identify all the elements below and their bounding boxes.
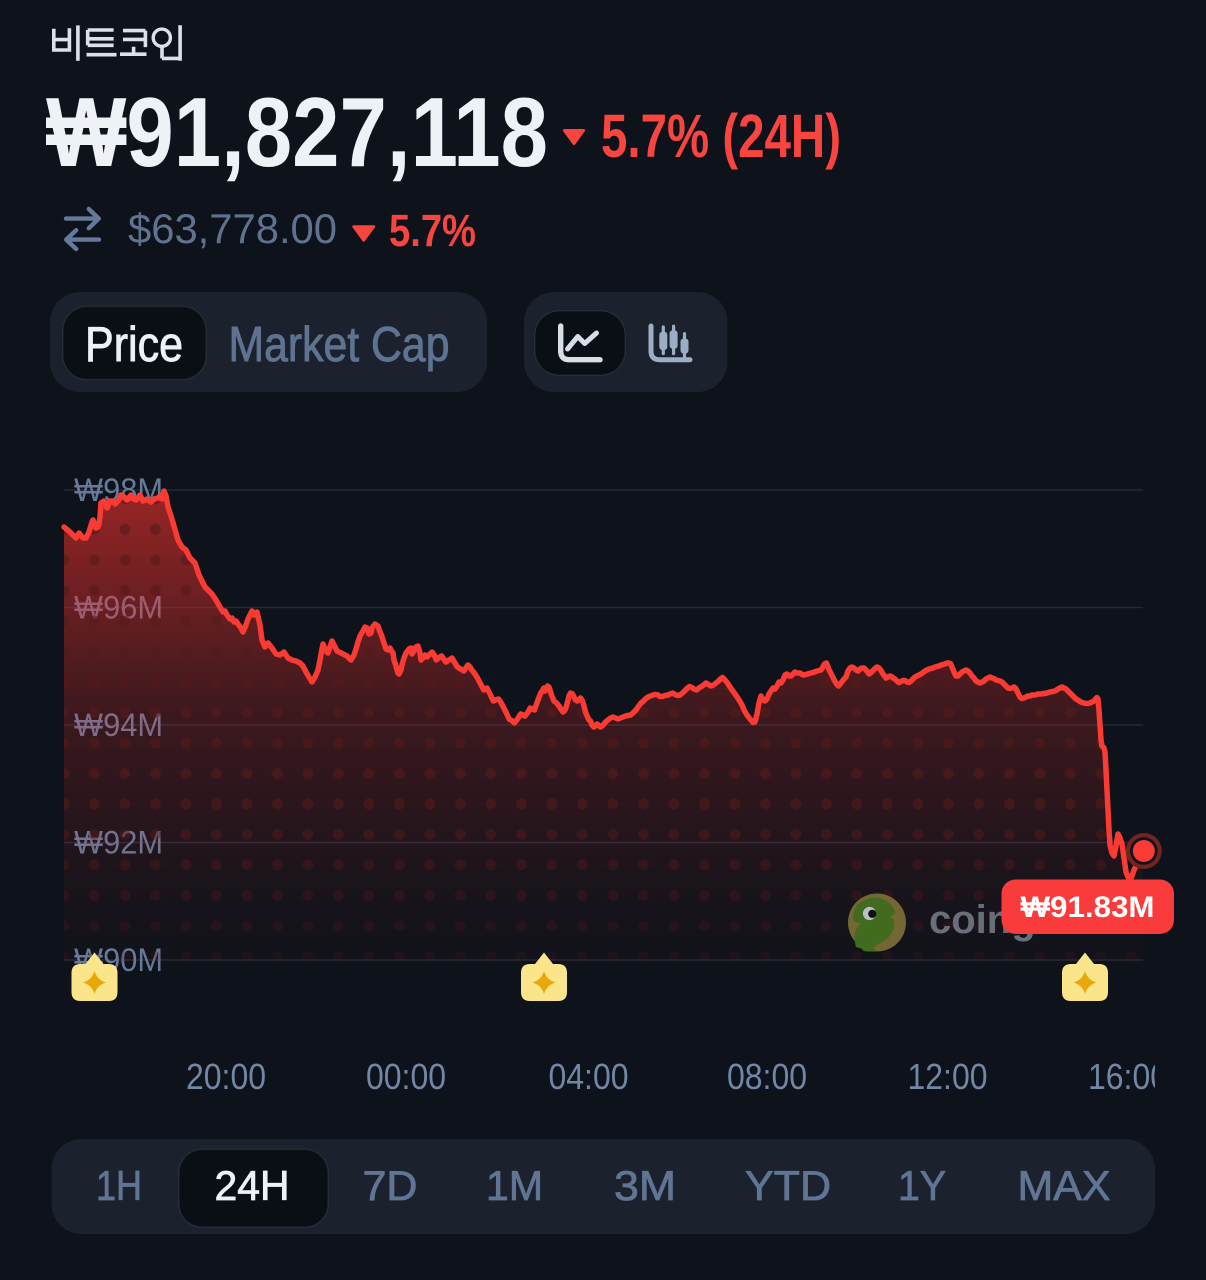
svg-text:08:00: 08:00 <box>727 1056 807 1097</box>
svg-text:1M: 1M <box>486 1162 543 1209</box>
svg-text:₩91,827,118: ₩91,827,118 <box>46 77 548 187</box>
svg-text:5.7%: 5.7% <box>389 205 476 256</box>
svg-text:16:00: 16:00 <box>1088 1056 1168 1097</box>
svg-text:YTD: YTD <box>745 1162 831 1209</box>
svg-text:7D: 7D <box>363 1162 418 1209</box>
svg-text:00:00: 00:00 <box>366 1056 446 1097</box>
svg-text:Price: Price <box>85 318 183 372</box>
svg-text:04:00: 04:00 <box>549 1056 629 1097</box>
svg-text:5.7% (24H): 5.7% (24H) <box>601 102 841 170</box>
svg-text:MAX: MAX <box>1018 1162 1111 1209</box>
svg-text:₩91.83M: ₩91.83M <box>1021 891 1155 924</box>
svg-text:1H: 1H <box>96 1162 142 1209</box>
svg-text:3M: 3M <box>614 1162 676 1209</box>
svg-text:12:00: 12:00 <box>908 1056 988 1097</box>
svg-text:Market Cap: Market Cap <box>229 318 450 372</box>
svg-text:$63,778.00: $63,778.00 <box>128 205 337 252</box>
svg-text:20:00: 20:00 <box>186 1056 266 1097</box>
svg-text:1Y: 1Y <box>898 1162 946 1209</box>
svg-text:24H: 24H <box>215 1162 290 1209</box>
